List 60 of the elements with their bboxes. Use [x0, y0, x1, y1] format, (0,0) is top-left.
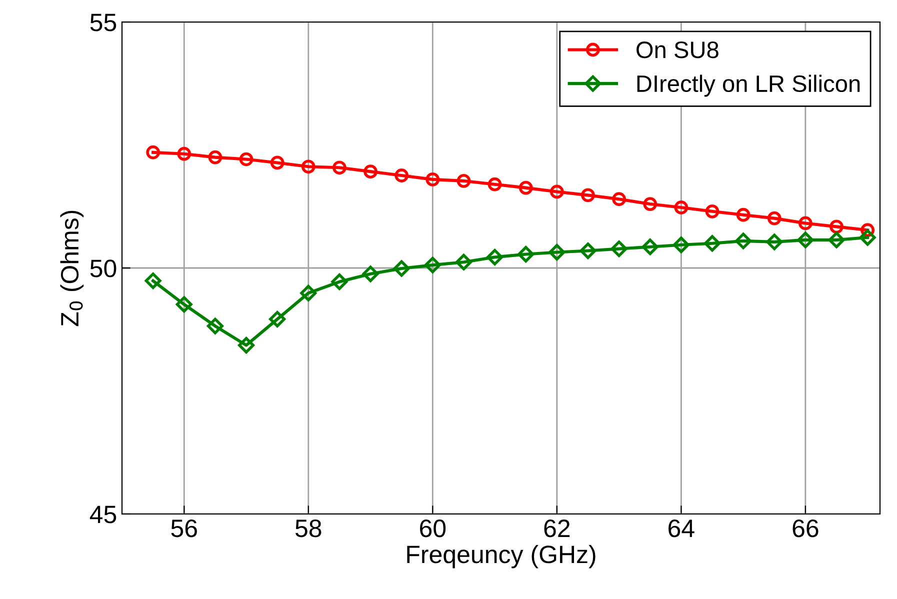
- point: [797, 232, 814, 248]
- point: [456, 174, 471, 188]
- point: [550, 184, 564, 199]
- point: [426, 172, 440, 186]
- point: [798, 216, 812, 230]
- x-tick-label: 66: [792, 520, 818, 538]
- point: [332, 160, 346, 175]
- point: [206, 318, 224, 334]
- point: [518, 246, 534, 262]
- point: [270, 156, 284, 170]
- point: [331, 274, 348, 290]
- point: [674, 200, 688, 214]
- point: [766, 234, 783, 250]
- x-tick-label: 58: [295, 520, 322, 538]
- y-tick-label: 55: [90, 14, 116, 32]
- point: [642, 238, 658, 256]
- y-tick-label: 45: [90, 506, 116, 524]
- point: [581, 188, 595, 202]
- point: [394, 168, 409, 182]
- legend-label: DIrectly on LR Silicon: [637, 74, 860, 97]
- x-axis-title: Freqeuncy (GHz): [407, 544, 596, 568]
- point: [364, 164, 378, 179]
- point: [488, 177, 502, 192]
- x-tick-label: 56: [171, 520, 197, 538]
- point: [518, 180, 533, 195]
- point: [486, 248, 504, 266]
- point: [301, 160, 316, 174]
- point: [859, 229, 876, 246]
- point: [736, 208, 750, 222]
- point: [146, 145, 160, 160]
- point: [767, 211, 782, 226]
- x-tick-label: 62: [544, 520, 570, 538]
- x-tick-label: 64: [668, 520, 694, 538]
- point: [455, 254, 472, 270]
- legend-label: On SU8: [636, 42, 718, 58]
- point: [704, 235, 721, 252]
- point: [548, 244, 566, 261]
- point: [176, 296, 192, 313]
- point: [612, 192, 626, 206]
- point: [300, 284, 317, 302]
- y-axis-title: Z$_{0}$ (Ohms): [60, 210, 84, 326]
- point: [735, 232, 752, 250]
- point: [672, 236, 690, 254]
- y-tick-label: 50: [90, 260, 116, 278]
- point: [828, 232, 845, 248]
- point: [580, 242, 596, 260]
- point: [643, 197, 658, 211]
- point: [238, 336, 255, 354]
- point: [424, 256, 441, 274]
- point: [705, 204, 720, 218]
- point: [269, 310, 286, 328]
- point: [239, 152, 254, 166]
- point: [393, 260, 410, 277]
- x-tick-label: 60: [420, 520, 446, 538]
- point: [144, 272, 162, 290]
- point: [362, 266, 379, 282]
- point: [177, 146, 192, 161]
- point: [830, 220, 844, 234]
- point: [610, 240, 628, 258]
- point: [208, 150, 222, 164]
